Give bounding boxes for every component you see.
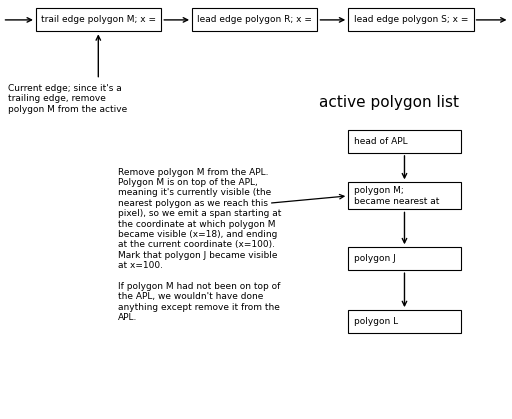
FancyBboxPatch shape xyxy=(36,8,161,31)
Text: active polygon list: active polygon list xyxy=(319,95,459,110)
Text: Current edge; since it's a
trailing edge, remove
polygon M from the active: Current edge; since it's a trailing edge… xyxy=(8,84,127,114)
Text: polygon J: polygon J xyxy=(354,254,396,263)
Text: lead edge polygon S; x =: lead edge polygon S; x = xyxy=(354,16,468,24)
FancyBboxPatch shape xyxy=(348,130,461,153)
Text: polygon M;
became nearest at: polygon M; became nearest at xyxy=(354,186,440,206)
Text: lead edge polygon R; x =: lead edge polygon R; x = xyxy=(197,16,312,24)
Text: polygon L: polygon L xyxy=(354,317,398,326)
FancyBboxPatch shape xyxy=(348,310,461,333)
FancyBboxPatch shape xyxy=(348,247,461,270)
FancyBboxPatch shape xyxy=(348,8,474,31)
Text: head of APL: head of APL xyxy=(354,137,408,146)
FancyBboxPatch shape xyxy=(192,8,317,31)
Text: trail edge polygon M; x =: trail edge polygon M; x = xyxy=(41,16,156,24)
Text: Remove polygon M from the APL.
Polygon M is on top of the APL,
meaning it's curr: Remove polygon M from the APL. Polygon M… xyxy=(118,168,281,322)
FancyBboxPatch shape xyxy=(348,182,461,210)
